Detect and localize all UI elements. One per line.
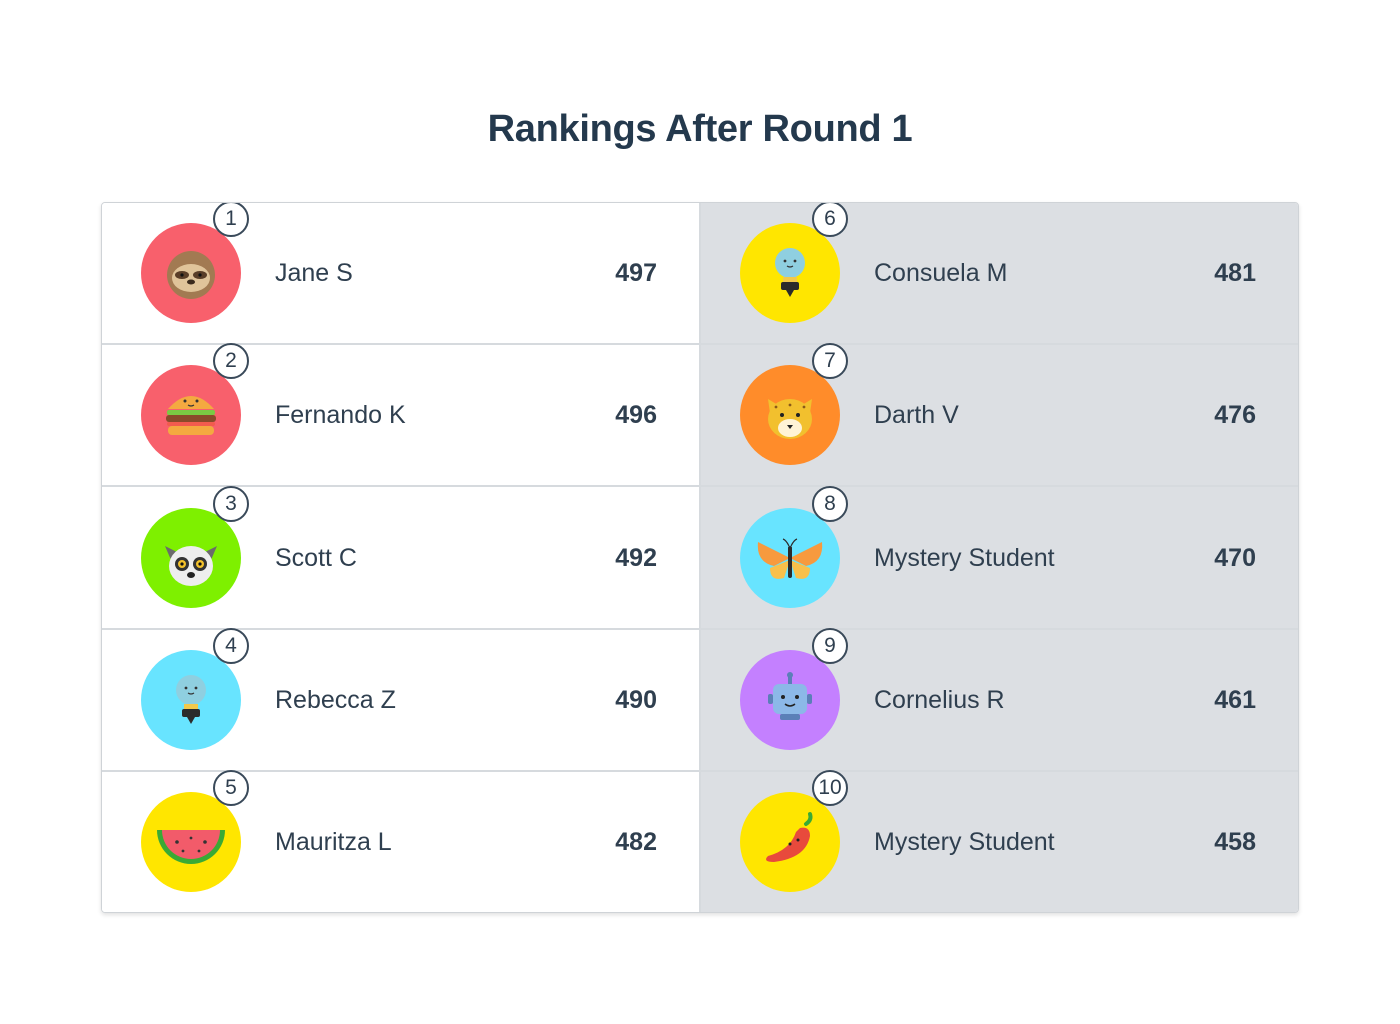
player-score: 496 [615, 401, 657, 430]
burger-icon [141, 365, 241, 466]
rank-badge: 3 [213, 485, 249, 522]
leaderboard-left-column: 1 Jane S 497 2 Fernando K 496 [102, 203, 701, 912]
player-score: 470 [1214, 543, 1256, 572]
player-name: Jane S [275, 259, 353, 288]
rank-badge: 4 [213, 627, 249, 664]
player-name: Darth V [874, 401, 959, 430]
rank-badge: 8 [812, 485, 848, 522]
leaderboard-row: 8 Mystery Student 470 [701, 485, 1298, 630]
player-name: Mystery Student [874, 543, 1055, 572]
sloth-icon [141, 223, 241, 324]
rank-badge: 5 [213, 769, 249, 806]
cheetah-icon [740, 365, 840, 466]
leaderboard-row: 4 Rebecca Z 490 [102, 627, 699, 772]
leaderboard-row: 3 Scott C 492 [102, 485, 699, 630]
player-score: 482 [615, 827, 657, 856]
player-name: Mystery Student [874, 827, 1055, 856]
leaderboard-row: 5 Mauritza L 482 [102, 769, 699, 912]
rank-badge: 9 [812, 627, 848, 664]
rank-badge: 1 [213, 203, 249, 238]
leaderboard-row: 1 Jane S 497 [102, 203, 699, 346]
lightbulb-icon [740, 223, 840, 324]
player-score: 490 [615, 685, 657, 714]
player-score: 476 [1214, 401, 1256, 430]
leaderboard-row: 10 Mystery Student 458 [701, 769, 1298, 912]
butterfly-icon [740, 507, 840, 608]
leaderboard: 1 Jane S 497 2 Fernando K 496 [101, 202, 1299, 913]
rank-badge: 7 [812, 343, 848, 380]
rank-badge: 10 [812, 769, 848, 806]
leaderboard-row: 6 Consuela M 481 [701, 203, 1298, 346]
player-score: 461 [1214, 685, 1256, 714]
leaderboard-row: 7 Darth V 476 [701, 343, 1298, 488]
player-score: 481 [1214, 259, 1256, 288]
player-name: Consuela M [874, 259, 1008, 288]
leaderboard-row: 9 Cornelius R 461 [701, 627, 1298, 772]
chili-pepper-icon [740, 791, 840, 892]
rank-badge: 6 [812, 203, 848, 238]
player-score: 458 [1214, 827, 1256, 856]
rank-badge: 2 [213, 343, 249, 380]
lightbulb-icon [141, 649, 241, 750]
page-title: Rankings After Round 1 [487, 108, 913, 150]
player-name: Cornelius R [874, 685, 1005, 714]
lemur-icon [141, 507, 241, 608]
player-score: 492 [615, 543, 657, 572]
player-name: Rebecca Z [275, 685, 396, 714]
player-name: Fernando K [275, 401, 406, 430]
player-score: 497 [615, 259, 657, 288]
leaderboard-row: 2 Fernando K 496 [102, 343, 699, 488]
player-name: Mauritza L [275, 827, 392, 856]
player-name: Scott C [275, 543, 357, 572]
watermelon-icon [141, 791, 241, 892]
robot-icon [740, 649, 840, 750]
leaderboard-right-column: 6 Consuela M 481 7 Darth [701, 203, 1298, 912]
